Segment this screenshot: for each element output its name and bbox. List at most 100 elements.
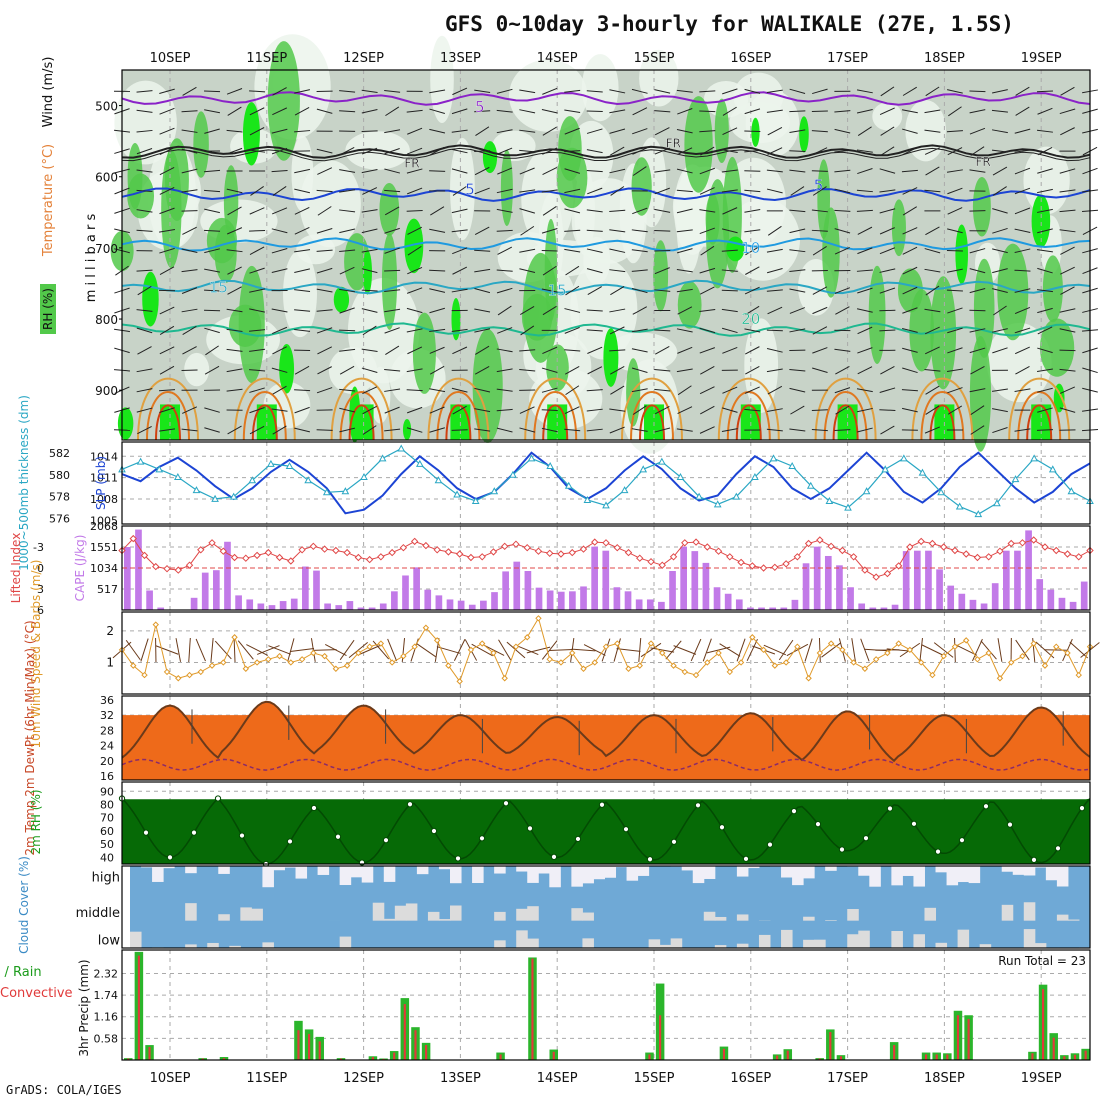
wind-barb xyxy=(204,90,221,93)
wind-barb xyxy=(271,268,288,274)
wind-barb xyxy=(339,189,356,193)
wind10m-point xyxy=(501,675,508,682)
wind-barb xyxy=(227,206,242,216)
wind-barb xyxy=(790,405,805,415)
surface-temperature-contour xyxy=(445,404,472,441)
thickness-point xyxy=(174,472,182,480)
wind-barb xyxy=(204,248,220,254)
wind-barb xyxy=(474,166,490,176)
wind-barb xyxy=(631,88,648,94)
wind-barb xyxy=(924,368,941,372)
cape-bar xyxy=(157,607,165,610)
thickness-point xyxy=(695,492,703,500)
wind10m-point xyxy=(929,671,936,679)
wind-barb xyxy=(519,406,535,414)
wind10m-barb xyxy=(583,644,606,656)
wind-barb xyxy=(136,368,153,373)
axis-label-wind10m: 10m Wind Speed & Barbs (m/s) xyxy=(29,560,43,749)
wind-barb xyxy=(204,268,221,273)
cloud-clear-gap xyxy=(803,939,815,948)
cape-bar xyxy=(1069,601,1077,610)
wind-barb xyxy=(384,308,401,313)
wind-barb xyxy=(609,109,626,114)
cloud-high-gap xyxy=(692,866,705,884)
wind-barb xyxy=(969,268,986,274)
wind10m-barb xyxy=(188,637,191,663)
wind10m-barb xyxy=(506,641,526,659)
wind10m-barb xyxy=(919,638,923,662)
cloud-clear-gap xyxy=(582,912,594,921)
wind-barb xyxy=(654,110,671,113)
wind-barb xyxy=(451,208,468,214)
wind-barb xyxy=(272,107,288,116)
wind-barb xyxy=(766,268,783,274)
wind-barb xyxy=(361,168,378,174)
wind-barb xyxy=(249,127,265,136)
wind-barb xyxy=(609,168,626,174)
contour-label: 15 xyxy=(548,282,567,300)
wind-barb xyxy=(204,407,220,413)
wind-barb xyxy=(857,226,873,235)
wind-barb xyxy=(632,107,648,116)
cape-bar xyxy=(201,572,209,610)
rh2m-point xyxy=(406,801,414,808)
wind-barb xyxy=(993,305,1007,316)
cloud-high-gap xyxy=(891,866,903,886)
wind-barb xyxy=(452,266,468,275)
wind10m-point xyxy=(366,643,373,650)
wind-barb xyxy=(970,425,985,435)
wind-barb xyxy=(880,146,895,156)
li-point xyxy=(737,558,745,567)
wind-barb xyxy=(542,346,558,355)
wind10m-point xyxy=(197,668,204,676)
wind-barb xyxy=(901,169,918,173)
wind-barb xyxy=(339,288,356,293)
wind-barb xyxy=(497,147,513,155)
wind-barb xyxy=(1036,429,1053,431)
wind-barb xyxy=(676,288,693,293)
wind-barb xyxy=(1037,208,1053,213)
li-point xyxy=(613,543,621,552)
wind-barb xyxy=(924,129,941,133)
wind10m-point xyxy=(715,649,722,657)
wind-barb xyxy=(992,186,1007,196)
cloud-high-gap xyxy=(703,866,716,879)
wind-barb xyxy=(541,189,558,193)
li-point xyxy=(332,546,340,555)
axis-label-rh2m: 2m RH (%) xyxy=(29,789,43,854)
surface-temperature-contour xyxy=(251,404,278,441)
wind-barb xyxy=(766,408,783,413)
wind-barb xyxy=(1014,149,1031,153)
cape-bar xyxy=(902,551,910,610)
wind-barb xyxy=(181,189,198,193)
wind-barb xyxy=(182,346,197,355)
rh-dry-region xyxy=(184,352,210,387)
precip-tick-label: 2.32 xyxy=(94,967,119,980)
wind-barb xyxy=(902,328,918,333)
wind-barb xyxy=(676,368,693,373)
wind-barb xyxy=(451,168,468,174)
wind-barb xyxy=(586,428,603,432)
rh2m-point xyxy=(1006,821,1014,828)
thickness-point xyxy=(341,487,350,495)
wind10m-point xyxy=(175,675,182,682)
wind-barb xyxy=(609,248,626,253)
li-point xyxy=(804,539,813,548)
wind-barb xyxy=(474,150,491,153)
wind-barb xyxy=(925,226,940,236)
wind-barb xyxy=(406,328,423,333)
wind-barb xyxy=(744,108,761,115)
li-point xyxy=(242,554,250,562)
cloud-high-gap xyxy=(273,866,285,871)
precip-convective-bar xyxy=(893,1045,896,1060)
wind-barb xyxy=(204,109,221,114)
wind-barb xyxy=(901,109,918,114)
li-point xyxy=(287,557,295,565)
cloud-high-gap xyxy=(284,866,297,868)
slp-tick-label: 1005 xyxy=(90,514,118,527)
wind-barb xyxy=(947,187,963,195)
cloud-clear-gap xyxy=(758,934,771,948)
thickness-point xyxy=(471,496,480,505)
wind-barb xyxy=(1036,289,1053,293)
wind-barb xyxy=(361,209,378,213)
